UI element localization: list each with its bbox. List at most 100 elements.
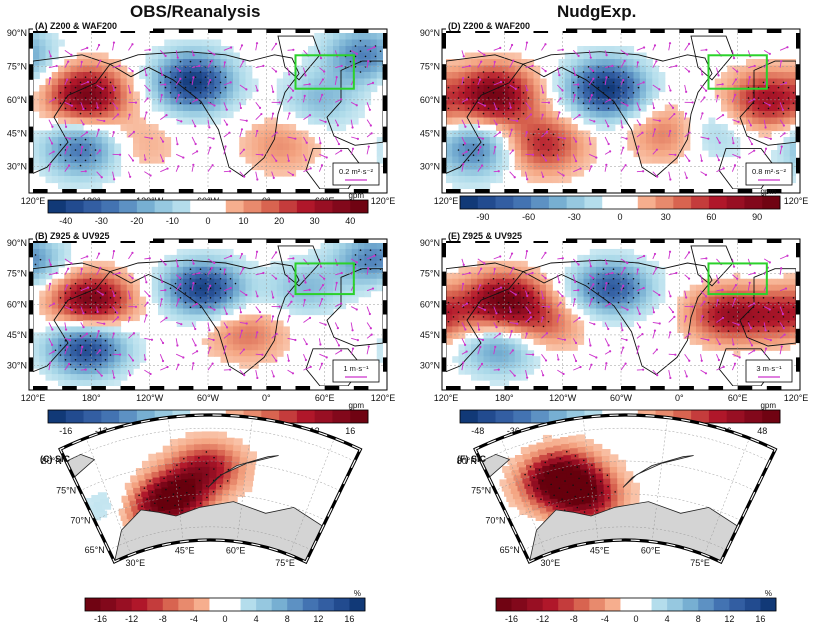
field-cell (496, 338, 503, 345)
stipple-dot (452, 92, 455, 94)
field-cell (126, 350, 134, 357)
stipple-dot (94, 282, 97, 285)
field-cell (452, 98, 460, 106)
stipple-dot (452, 316, 455, 318)
flux-vector (223, 146, 226, 155)
colorbar-tick-label: -20 (130, 216, 143, 226)
field-cell (483, 356, 491, 363)
field-cell (245, 91, 253, 99)
flux-vector (318, 94, 323, 103)
stipple-dot (209, 287, 212, 290)
flux-vector (493, 132, 501, 138)
field-cell (477, 156, 485, 164)
field-cell (295, 302, 303, 310)
vector-head (563, 137, 567, 140)
field-cell (183, 65, 190, 73)
field-cell (452, 284, 460, 292)
field-cell (351, 65, 359, 73)
vector-head (764, 126, 767, 129)
flux-vector (620, 119, 623, 128)
field-cell (370, 46, 378, 54)
field-cell (577, 143, 585, 151)
field-cell (496, 356, 503, 363)
field-cell (164, 111, 172, 119)
vector-head (213, 104, 216, 107)
field-cell (489, 344, 497, 351)
field-cell (446, 104, 453, 112)
field-cell (195, 52, 203, 60)
field-cell (351, 104, 359, 112)
field-cell (683, 302, 691, 310)
vector-head (118, 271, 121, 275)
field-cell (33, 156, 40, 164)
field-cell (733, 338, 741, 345)
stipple-dot (194, 76, 197, 78)
field-cell (471, 124, 478, 132)
stipple-dot (99, 102, 102, 104)
vector-head (178, 276, 182, 280)
stipple-dot (467, 86, 470, 89)
field-cell (189, 111, 197, 119)
field-cell (627, 59, 635, 67)
field-cell (251, 314, 259, 322)
field-cell (608, 59, 616, 67)
field-cell (376, 278, 383, 286)
stipple-dot (354, 55, 357, 58)
field-cell (764, 85, 772, 93)
field-cell (533, 117, 541, 125)
stipple-dot (219, 277, 222, 280)
field-cell (89, 117, 97, 125)
field-cell (108, 296, 115, 304)
frame-segment (208, 386, 223, 390)
field-cell (646, 65, 653, 73)
stipple-dot (462, 306, 465, 309)
field-cell (589, 314, 597, 322)
field-cell (614, 278, 622, 286)
field-cell (608, 278, 616, 286)
field-cell (521, 266, 528, 274)
field-cell (514, 290, 522, 298)
field-cell (652, 137, 660, 145)
stipple-dot (517, 282, 520, 285)
field-cell (376, 243, 383, 250)
vector-head (526, 89, 529, 92)
field-cell (183, 72, 190, 80)
field-cell (508, 104, 516, 112)
field-cell (633, 260, 641, 268)
field-cell (489, 296, 497, 304)
field-cell (70, 368, 78, 375)
field-cell (639, 104, 647, 112)
flux-vector (303, 274, 306, 283)
field-cell (351, 98, 359, 106)
flux-vector (303, 167, 311, 173)
field-cell (151, 59, 159, 67)
vector-head (291, 372, 295, 375)
field-cell (452, 296, 460, 304)
field-cell (552, 338, 560, 345)
stipple-dot (472, 287, 475, 290)
field-cell (376, 254, 383, 262)
field-cell (508, 314, 516, 322)
field-cell (83, 380, 90, 386)
field-cell (76, 143, 84, 151)
field-cell (239, 356, 247, 363)
field-cell (364, 72, 372, 80)
field-cell (527, 290, 535, 298)
field-cell (208, 278, 215, 286)
field-cell (677, 308, 685, 316)
stipple-dot (782, 112, 785, 115)
flux-vector (350, 322, 354, 331)
flux-vector (779, 46, 788, 51)
field-cell (708, 137, 716, 145)
frame-segment (796, 126, 800, 143)
field-cell (51, 362, 59, 369)
field-cell (727, 284, 735, 292)
field-cell (101, 85, 109, 93)
field-cell (558, 65, 566, 73)
field-cell (727, 326, 735, 333)
field-cell (483, 130, 491, 138)
field-cell (558, 314, 566, 322)
field-cell (596, 85, 603, 93)
map-field (446, 33, 796, 189)
colorbar-segment (460, 196, 479, 209)
